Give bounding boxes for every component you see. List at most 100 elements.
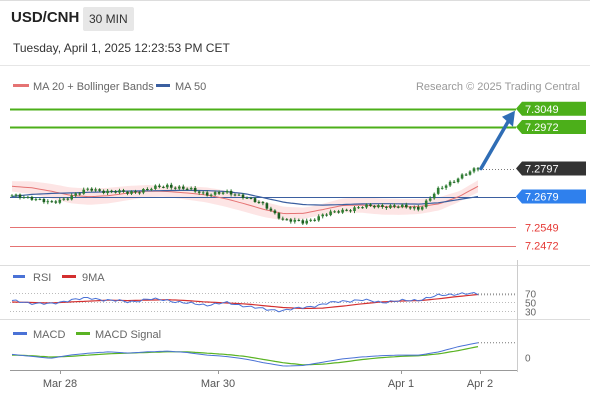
candle-body (126, 191, 129, 194)
candle-body (448, 181, 452, 186)
candle-body (174, 187, 177, 189)
bollinger-band (12, 180, 478, 221)
rsi-ma-legend-swatch (62, 275, 76, 278)
candle-body (452, 181, 456, 183)
rsi-ma-legend-label: 9MA (82, 272, 105, 284)
chart-header: USD/CNH 30 MIN (0, 0, 590, 38)
resistance-price-label: 7.3049 (525, 104, 559, 116)
candle-body (285, 219, 289, 221)
candle-body (221, 192, 225, 194)
candle-body (82, 189, 85, 194)
candle-body (397, 206, 400, 208)
candle-body (185, 188, 189, 190)
candle-body (201, 192, 205, 194)
candle-body (245, 197, 249, 199)
candle-body (58, 199, 62, 203)
ma50-legend-swatch (156, 84, 170, 87)
candle-body (249, 197, 253, 199)
candle-body (229, 190, 233, 195)
ma50-line (11, 189, 479, 206)
candle-body (134, 191, 137, 193)
candle-body (273, 210, 277, 214)
candle-body (369, 204, 372, 206)
candle-body (456, 178, 460, 182)
candle-body (14, 194, 18, 196)
candle-body (66, 198, 70, 200)
candle-body (62, 198, 66, 200)
candle-body (30, 196, 34, 200)
candle-body (385, 206, 388, 208)
candle-body (417, 207, 420, 210)
candle-body (281, 218, 285, 220)
candle-body (329, 211, 332, 216)
candle-body (90, 188, 93, 191)
candle-body (78, 193, 81, 195)
x-tick-label: Mar 28 (43, 378, 77, 390)
candle-body (217, 192, 221, 194)
macd-layer: 0 (11, 342, 531, 367)
candle-body (349, 210, 352, 212)
resistance-price-label: 7.2972 (525, 122, 559, 134)
candle-body (472, 168, 476, 172)
candle-body (464, 174, 468, 176)
candle-body (154, 185, 157, 189)
candle-body (401, 204, 404, 207)
candle-body (337, 211, 340, 213)
candle-body (317, 216, 320, 221)
candle-body (333, 211, 336, 213)
candle-body (237, 194, 241, 196)
candle-body (321, 214, 324, 217)
candle-body (130, 191, 133, 194)
candle-body (476, 168, 480, 170)
candle-body (468, 171, 472, 175)
candle-body (110, 190, 113, 192)
rsi-ma-line (11, 293, 479, 310)
timeframe-button[interactable]: 30 MIN (83, 7, 134, 31)
candle-body (98, 189, 101, 191)
rsi-tick-label: 50 (525, 299, 537, 310)
candle-body (341, 209, 344, 213)
rsi-line (11, 291, 479, 313)
candle-body (301, 220, 305, 224)
forecast-arrow-shaft (479, 120, 510, 171)
candle-body (393, 205, 396, 207)
candle-body (189, 188, 193, 190)
candle-body (50, 201, 54, 203)
candle-body (365, 204, 368, 208)
candle-body (197, 191, 201, 193)
candle-body (54, 201, 58, 203)
candle-body (269, 208, 273, 211)
candle-body (261, 202, 265, 204)
candle-body (420, 207, 424, 210)
candle-body (106, 190, 109, 193)
candle-body (213, 192, 217, 195)
candle-body (182, 186, 185, 189)
candle-body (361, 207, 364, 209)
ma20-legend-label: MA 20 + Bollinger Bands (33, 81, 154, 93)
candle-body (241, 194, 245, 198)
forecast-arrow-head (502, 110, 515, 127)
candle-body (444, 185, 448, 188)
candle-body (309, 219, 312, 221)
candle-body (297, 219, 301, 221)
ma50-legend-label: MA 50 (175, 81, 206, 93)
candle-body (313, 219, 316, 221)
ma20-legend-swatch (13, 84, 29, 87)
candle-body (34, 199, 38, 201)
macd-legend-label: MACD (33, 329, 65, 341)
candle-body (225, 190, 229, 193)
support-price-label: 7.2549 (525, 222, 559, 234)
rsi-legend-label: RSI (33, 272, 51, 284)
candle-body (162, 186, 165, 188)
candle-body (257, 201, 261, 203)
candle-body (373, 205, 376, 208)
candle-body (389, 205, 392, 208)
candle-body (325, 214, 328, 216)
macd-signal-line (11, 346, 479, 366)
candle-body (22, 197, 26, 199)
candle-body (74, 193, 77, 196)
candle-body (265, 203, 269, 209)
candle-body (357, 207, 360, 209)
